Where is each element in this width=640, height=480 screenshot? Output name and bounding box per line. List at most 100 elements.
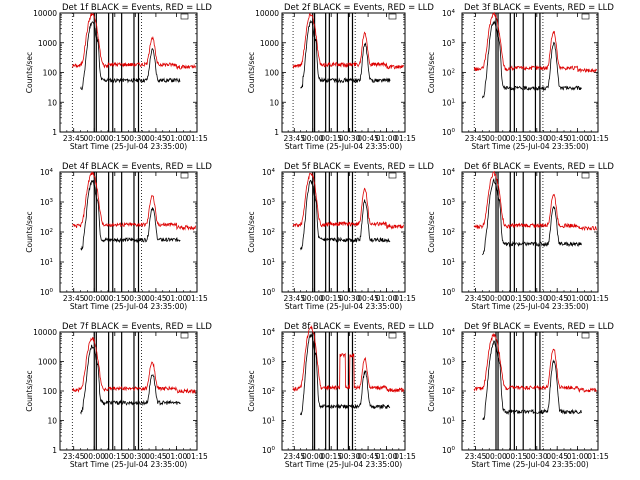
y-tick-label: 100 [262, 288, 276, 297]
y-tick-label: 104 [442, 328, 456, 337]
x-tick-label: 00:30 [125, 452, 147, 461]
lld-series-line [292, 12, 404, 70]
x-tick-label: 00:00 [485, 134, 507, 143]
x-tick-label: 00:45 [145, 134, 167, 143]
y-tick-label: 10000 [33, 328, 57, 337]
y-tick-label: 102 [262, 228, 275, 237]
legend-box [388, 332, 397, 339]
y-tick-label: 103 [262, 198, 276, 207]
y-tick-label: 10 [269, 98, 279, 107]
x-tick-label: 01:15 [186, 134, 208, 143]
y-tick-label: 102 [442, 69, 455, 78]
x-tick-label: 00:00 [302, 452, 324, 461]
plot-frame [59, 331, 198, 451]
panel-title: Det 4f BLACK = Events, RED = LLD [62, 162, 212, 172]
y-axis-label: Counts/sec [427, 211, 436, 252]
y-tick-label: 10000 [255, 9, 279, 18]
y-tick-label: 100 [43, 69, 58, 78]
x-tick-label: 23:45 [63, 294, 85, 303]
x-tick-label: 00:30 [526, 452, 548, 461]
panel-title: Det 8f BLACK = Events, RED = LLD [284, 322, 434, 332]
y-axis-label: Counts/sec [247, 52, 256, 93]
y-tick-label: 101 [262, 417, 275, 426]
x-tick-label: 00:30 [339, 134, 361, 143]
events-series-line [80, 344, 181, 415]
x-tick-label: 00:00 [83, 452, 105, 461]
panel-det-8: Det 8f BLACK = Events, RED = LLD 100 101 10… [247, 322, 434, 469]
lld-series-line [72, 171, 196, 231]
x-axis-label: Start Time (25-Jul-04 23:35:00) [70, 142, 187, 151]
panel-det-5: Det 5f BLACK = Events, RED = LLD 100 101 10… [247, 162, 434, 311]
x-tick-label: 00:45 [546, 134, 568, 143]
y-axis-label: Counts/sec [25, 370, 34, 411]
x-tick-label: 01:00 [567, 134, 589, 143]
lld-series-line [72, 12, 196, 70]
x-tick-label: 01:00 [376, 452, 398, 461]
y-tick-label: 100 [262, 446, 276, 455]
x-tick-label: 00:30 [339, 452, 361, 461]
plot-frame [461, 331, 599, 451]
x-tick-label: 00:15 [320, 134, 342, 143]
y-tick-label: 1000 [260, 39, 279, 48]
y-tick-label: 10 [47, 417, 57, 426]
x-axis-label: Start Time (25-Jul-04 23:35:00) [285, 142, 402, 151]
y-axis-label: Counts/sec [427, 370, 436, 411]
panel-title: Det 3f BLACK = Events, RED = LLD [464, 3, 614, 13]
x-tick-label: 00:30 [125, 134, 147, 143]
x-tick-label: 23:45 [283, 134, 305, 143]
x-tick-label: 01:15 [394, 134, 416, 143]
x-tick-label: 00:30 [339, 294, 361, 303]
legend-box [388, 172, 397, 179]
x-tick-label: 00:00 [83, 294, 105, 303]
plot-frame [461, 12, 599, 133]
x-tick-label: 01:15 [394, 452, 416, 461]
x-tick-label: 23:45 [465, 452, 487, 461]
panel-title: Det 1f BLACK = Events, RED = LLD [62, 3, 212, 13]
x-tick-label: 01:15 [587, 294, 609, 303]
y-tick-label: 102 [262, 387, 275, 396]
events-series-line [300, 333, 391, 416]
x-tick-label: 00:15 [506, 452, 528, 461]
y-tick-label: 104 [442, 9, 456, 18]
x-tick-label: 00:15 [104, 452, 126, 461]
x-tick-label: 00:00 [485, 452, 507, 461]
y-tick-label: 102 [40, 228, 53, 237]
x-tick-label: 00:45 [357, 452, 379, 461]
y-tick-label: 103 [262, 358, 276, 367]
y-tick-label: 104 [262, 328, 276, 337]
plot-frame [281, 331, 406, 451]
x-tick-label: 00:00 [302, 134, 324, 143]
y-tick-label: 10 [47, 98, 57, 107]
x-tick-label: 01:15 [186, 452, 208, 461]
x-tick-label: 01:00 [166, 294, 188, 303]
legend-box [581, 13, 590, 20]
legend-box [180, 332, 189, 339]
y-tick-label: 100 [442, 288, 456, 297]
x-tick-label: 23:45 [465, 294, 487, 303]
x-tick-label: 23:45 [63, 134, 85, 143]
panel-title: Det 6f BLACK = Events, RED = LLD [464, 162, 614, 172]
y-tick-label: 100 [265, 69, 280, 78]
panel-det-3: Det 3f BLACK = Events, RED = LLD 100 101 10… [427, 3, 614, 151]
y-axis-label: Counts/sec [427, 52, 436, 93]
x-tick-label: 23:45 [63, 452, 85, 461]
x-tick-label: 01:00 [567, 452, 589, 461]
y-tick-label: 1 [52, 128, 57, 137]
lld-series-line [292, 172, 404, 230]
panel-det-2: Det 2f BLACK = Events, RED = LLD 1 10 100 10… [247, 3, 434, 151]
x-axis-label: Start Time (25-Jul-04 23:35:00) [471, 460, 588, 469]
x-axis-label: Start Time (25-Jul-04 23:35:00) [285, 460, 402, 469]
x-tick-label: 00:00 [83, 134, 105, 143]
events-series-line [80, 179, 181, 251]
x-tick-label: 01:00 [376, 294, 398, 303]
x-tick-label: 00:30 [526, 134, 548, 143]
y-axis-label: Counts/sec [25, 211, 34, 252]
panel-det-9: Det 9f BLACK = Events, RED = LLD 100 101 10… [427, 322, 614, 469]
legend-box [180, 172, 189, 179]
panel-title: Det 7f BLACK = Events, RED = LLD [62, 322, 212, 332]
x-tick-label: 00:15 [320, 452, 342, 461]
x-tick-label: 01:15 [587, 452, 609, 461]
y-tick-label: 101 [442, 98, 455, 107]
x-tick-label: 23:45 [283, 294, 305, 303]
